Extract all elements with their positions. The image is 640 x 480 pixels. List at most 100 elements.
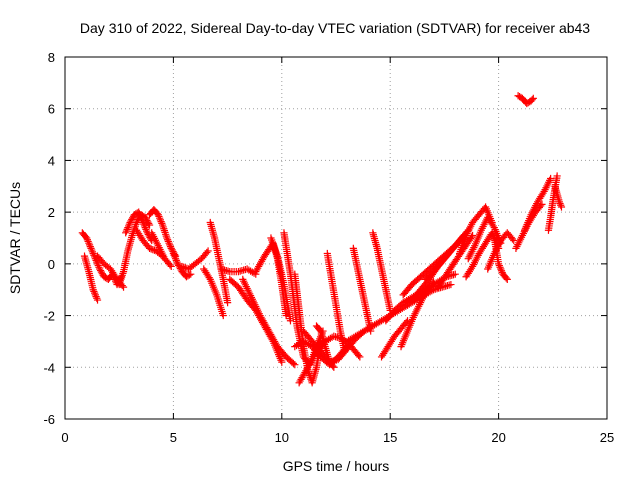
data-point	[172, 256, 180, 265]
data-point	[557, 201, 565, 209]
data-point	[203, 248, 211, 257]
data-point	[122, 229, 130, 237]
data-point	[467, 233, 476, 241]
data-point	[128, 215, 136, 223]
data-point	[141, 224, 149, 232]
data-point	[89, 286, 97, 294]
data-point	[556, 199, 564, 208]
data-point	[96, 266, 105, 275]
data-point	[219, 311, 227, 320]
data-point	[92, 293, 100, 301]
data-points	[78, 92, 566, 387]
data-point	[495, 261, 503, 270]
data-point	[126, 218, 134, 227]
data-point	[330, 363, 338, 371]
y-tick-label: 0	[48, 257, 55, 272]
data-point	[90, 287, 98, 296]
data-point	[143, 227, 151, 235]
data-point	[142, 225, 150, 233]
data-point	[547, 174, 555, 183]
data-point	[173, 258, 181, 266]
data-point	[164, 236, 172, 244]
y-tick-label: 4	[48, 153, 55, 168]
data-point	[98, 270, 106, 278]
data-point	[129, 214, 137, 222]
data-point	[402, 318, 410, 326]
data-point	[447, 280, 455, 289]
data-point	[178, 262, 186, 271]
data-point	[164, 237, 172, 246]
data-point	[171, 255, 180, 263]
y-axis-label: SDTVAR / TECUs	[7, 182, 23, 294]
data-point	[451, 270, 459, 278]
data-point	[187, 270, 195, 278]
data-point	[85, 241, 94, 249]
data-point	[122, 227, 131, 235]
data-point	[163, 234, 171, 242]
data-point	[165, 239, 173, 247]
data-point	[138, 215, 146, 223]
x-axis-label: GPS time / hours	[283, 458, 390, 474]
data-point	[87, 244, 95, 252]
data-point	[91, 289, 99, 297]
data-point	[553, 172, 561, 180]
data-point	[468, 231, 477, 240]
data-point	[183, 264, 191, 272]
plot-frame	[64, 56, 608, 420]
data-point	[135, 210, 144, 218]
axis-ticks: 0 5 10 15 20 25 -6 -4 -2 0 2 4 6 8	[43, 50, 614, 445]
x-tick-label: 10	[275, 430, 289, 445]
data-point	[156, 214, 164, 222]
data-point	[528, 96, 536, 104]
data-point	[145, 219, 153, 228]
data-point	[86, 243, 94, 251]
y-tick-label: 8	[48, 50, 55, 65]
data-point	[495, 260, 503, 268]
data-point	[175, 261, 183, 270]
data-point	[95, 263, 103, 271]
data-point	[119, 283, 128, 291]
x-tick-label: 25	[600, 430, 614, 445]
data-point	[497, 267, 506, 275]
data-point	[503, 275, 511, 283]
data-point	[147, 245, 155, 253]
y-tick-label: -4	[43, 360, 55, 375]
data-point	[124, 224, 132, 232]
data-point	[166, 261, 174, 269]
data-point	[355, 351, 363, 360]
data-point	[278, 358, 286, 366]
data-point	[185, 271, 193, 279]
data-point	[341, 348, 349, 356]
data-point	[83, 236, 92, 244]
data-point	[316, 326, 324, 334]
y-tick-label: 2	[48, 205, 55, 220]
data-point	[167, 244, 175, 252]
data-point	[89, 249, 97, 258]
y-tick-label: -2	[43, 309, 55, 324]
data-point	[169, 249, 177, 258]
data-point	[286, 317, 295, 325]
data-point	[88, 248, 97, 256]
y-tick-label: -6	[43, 412, 55, 427]
data-point	[508, 235, 517, 243]
data-point	[291, 361, 299, 369]
data-point	[529, 94, 537, 102]
data-point	[538, 200, 546, 208]
data-point	[168, 246, 176, 254]
data-point	[145, 244, 154, 252]
data-point	[91, 291, 99, 299]
data-point	[139, 218, 147, 227]
data-point	[156, 216, 164, 224]
data-point	[124, 222, 133, 230]
data-point	[145, 221, 154, 229]
data-point	[123, 225, 131, 233]
data-point	[140, 220, 148, 228]
data-point	[489, 222, 497, 230]
data-point	[127, 217, 135, 225]
data-point	[137, 213, 145, 221]
data-point	[557, 203, 566, 211]
data-point	[166, 241, 174, 249]
data-point	[135, 208, 143, 216]
data-point	[170, 251, 178, 259]
